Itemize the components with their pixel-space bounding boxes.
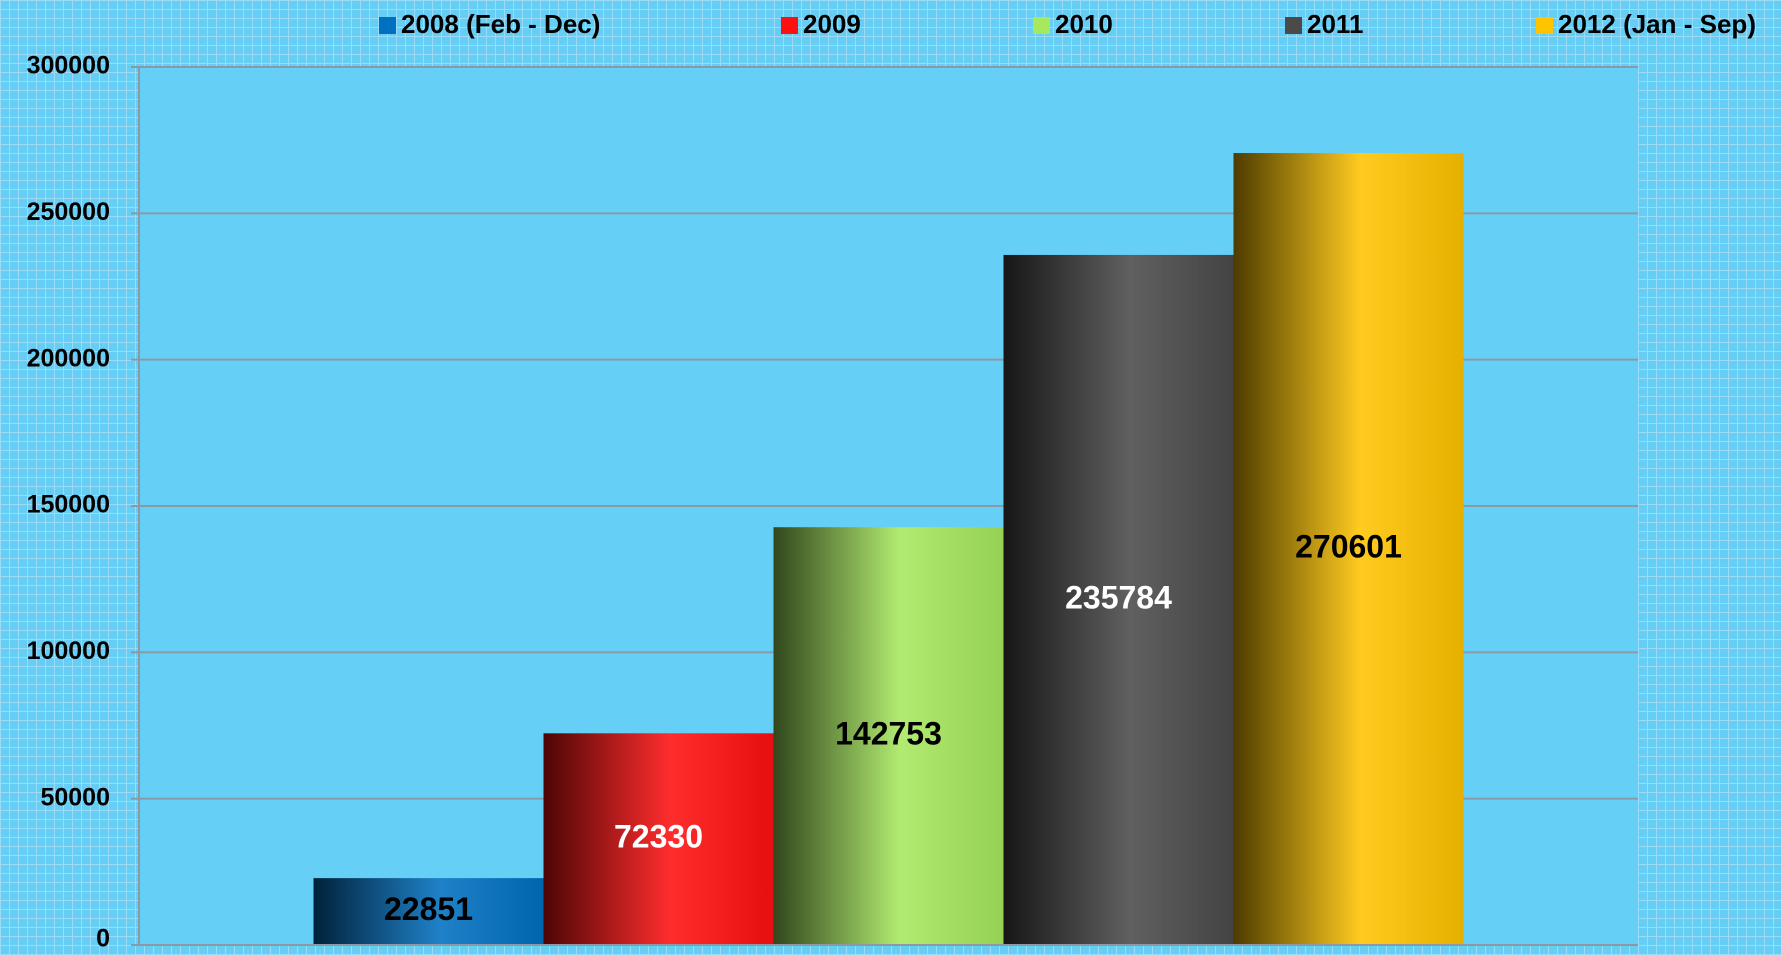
data-label: 22851 (384, 891, 473, 927)
legend-swatch (1536, 17, 1553, 34)
bar (773, 527, 1004, 945)
legend-label: 2008 (Feb - Dec) (401, 9, 600, 39)
legend-label: 2012 (Jan - Sep) (1558, 9, 1756, 39)
y-tick-label: 0 (96, 925, 110, 953)
y-tick-label: 200000 (27, 344, 110, 372)
legend-label: 2010 (1055, 9, 1113, 39)
legend-label: 2009 (803, 9, 861, 39)
data-label: 142753 (835, 716, 942, 752)
bar (543, 733, 774, 945)
legend-swatch (1285, 17, 1302, 34)
legend-swatch (1033, 17, 1050, 34)
y-tick-label: 300000 (27, 52, 110, 80)
data-label: 235784 (1065, 579, 1172, 615)
bar (1003, 254, 1234, 945)
y-tick-label: 100000 (27, 637, 110, 665)
y-tick-label: 50000 (40, 783, 110, 811)
data-label: 270601 (1295, 528, 1402, 564)
y-tick-label: 250000 (27, 198, 110, 226)
legend-swatch (379, 17, 396, 34)
bar (313, 878, 544, 945)
bar (1233, 153, 1464, 945)
legend-swatch (781, 17, 798, 34)
data-label: 72330 (614, 819, 703, 855)
legend-label: 2011 (1307, 9, 1363, 39)
y-tick-label: 150000 (27, 491, 110, 519)
